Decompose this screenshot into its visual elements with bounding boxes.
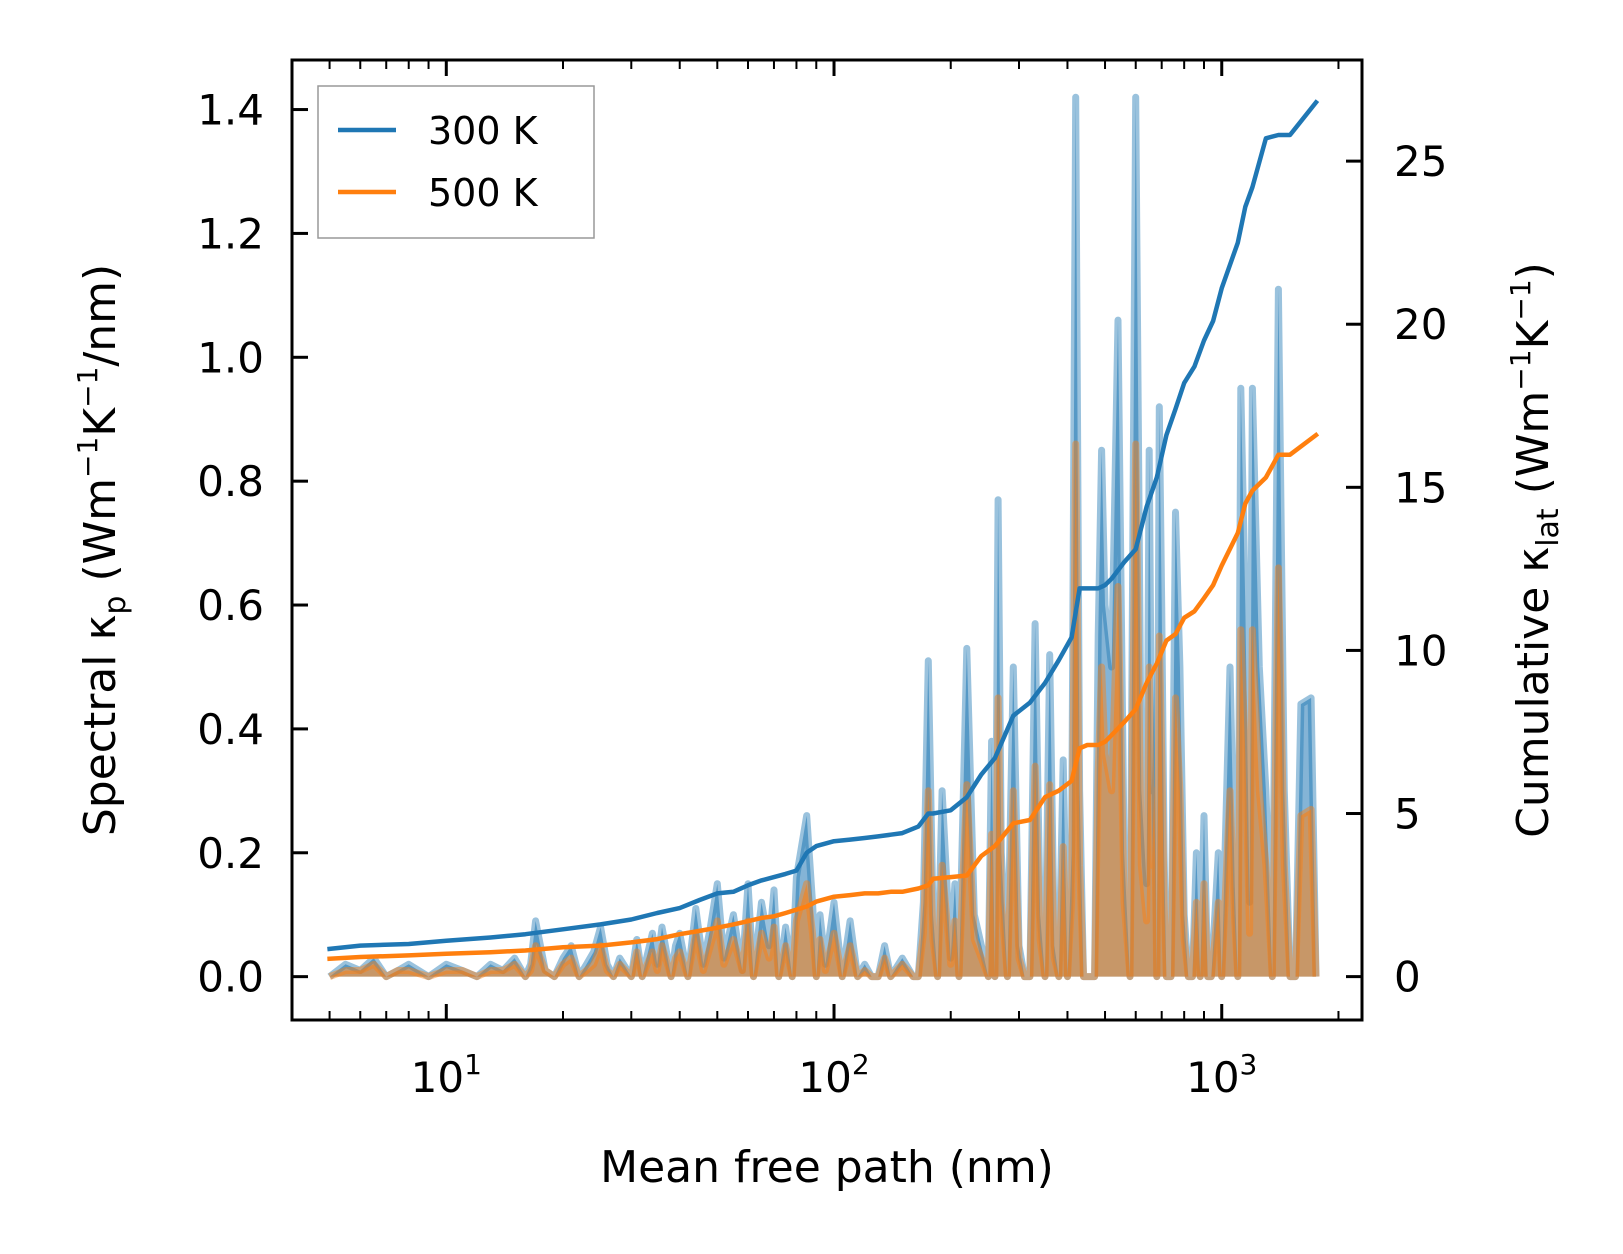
- x-tick-label: 103: [1186, 1048, 1257, 1102]
- y-left-tick-label: 1.0: [197, 333, 264, 382]
- y-left-axis-label-unit-close: /nm): [75, 264, 126, 367]
- y-left-axis-label-base: Spectral κ: [75, 615, 126, 837]
- axes: 101 102 1030.00.20.40.60.81.01.21.40510152…: [71, 58, 1566, 1193]
- y-right-axis-label: Cumulative κlat (Wm−1K−1): [1504, 262, 1566, 838]
- y-left-axis-label-sup1: −1: [71, 437, 104, 478]
- x-tick-label-exp: 3: [1240, 1048, 1258, 1081]
- axes-frame: [290, 58, 1364, 1022]
- x-tick-label-base: 10: [798, 1053, 851, 1102]
- y-left-axis-label-unit-open: (Wm: [75, 478, 126, 596]
- legend-label: 300 K: [428, 109, 539, 153]
- y-left-tick-label: 1.4: [197, 86, 264, 135]
- y-right-axis-label-base: Cumulative κ: [1508, 547, 1559, 838]
- y-left-axis-label-sup2: −1: [71, 367, 104, 408]
- x-tick-label-exp: 1: [464, 1048, 482, 1081]
- x-tick-label-base: 10: [411, 1053, 464, 1102]
- y-right-tick-label: 25: [1394, 137, 1447, 186]
- spectral-line-300k: [327, 93, 1320, 981]
- y-left-tick-label: 0.2: [197, 829, 264, 878]
- y-left-tick-label: 0.6: [197, 581, 264, 630]
- y-left-axis-label-unit-mid: K: [75, 407, 126, 437]
- y-right-axis-label-sup1: −1: [1504, 349, 1537, 390]
- series-group: [327, 93, 1320, 981]
- y-left-tick-label: 1.2: [197, 209, 264, 258]
- y-left-axis-label-sub: p: [98, 596, 133, 615]
- y-right-tick-label: 15: [1394, 463, 1447, 512]
- y-right-axis-label-sub: lat: [1531, 508, 1566, 547]
- y-right-tick-label: 0: [1394, 953, 1421, 1002]
- spectral-area-500k: [329, 444, 1317, 977]
- y-left-axis-label: Spectral κp (Wm−1K−1/nm): [71, 264, 133, 836]
- y-left-tick-label: 0.4: [197, 705, 264, 754]
- spectral-line-500k: [328, 440, 1320, 981]
- cumulative-line-500k: [327, 431, 1320, 962]
- x-tick-label-base: 10: [1186, 1053, 1239, 1102]
- y-right-tick-label: 5: [1394, 790, 1421, 839]
- spectral-area-300k: [329, 97, 1317, 977]
- legend-label: 500 K: [428, 171, 539, 215]
- x-tick-label: 102: [798, 1048, 869, 1102]
- legend: 300 K 500 K: [317, 85, 595, 239]
- y-right-axis-label-unit-close: ): [1508, 262, 1559, 279]
- x-tick-label-exp: 2: [852, 1048, 870, 1081]
- y-right-axis-label-sup2: −1: [1504, 279, 1537, 320]
- x-axis-label: Mean free path (nm): [600, 1142, 1054, 1193]
- y-right-axis-label-unit-open: (Wm: [1508, 391, 1559, 509]
- y-right-axis-label-unit-mid: K: [1508, 319, 1559, 349]
- y-left-tick-label: 0.0: [197, 953, 264, 1002]
- y-right-tick-label: 10: [1394, 626, 1447, 675]
- plot-area: [327, 93, 1320, 981]
- y-right-tick-label: 20: [1394, 300, 1447, 349]
- x-tick-label: 101: [411, 1048, 482, 1102]
- cumulative-line-300k: [327, 99, 1320, 952]
- legend-box: [317, 85, 595, 239]
- y-left-tick-label: 0.8: [197, 457, 264, 506]
